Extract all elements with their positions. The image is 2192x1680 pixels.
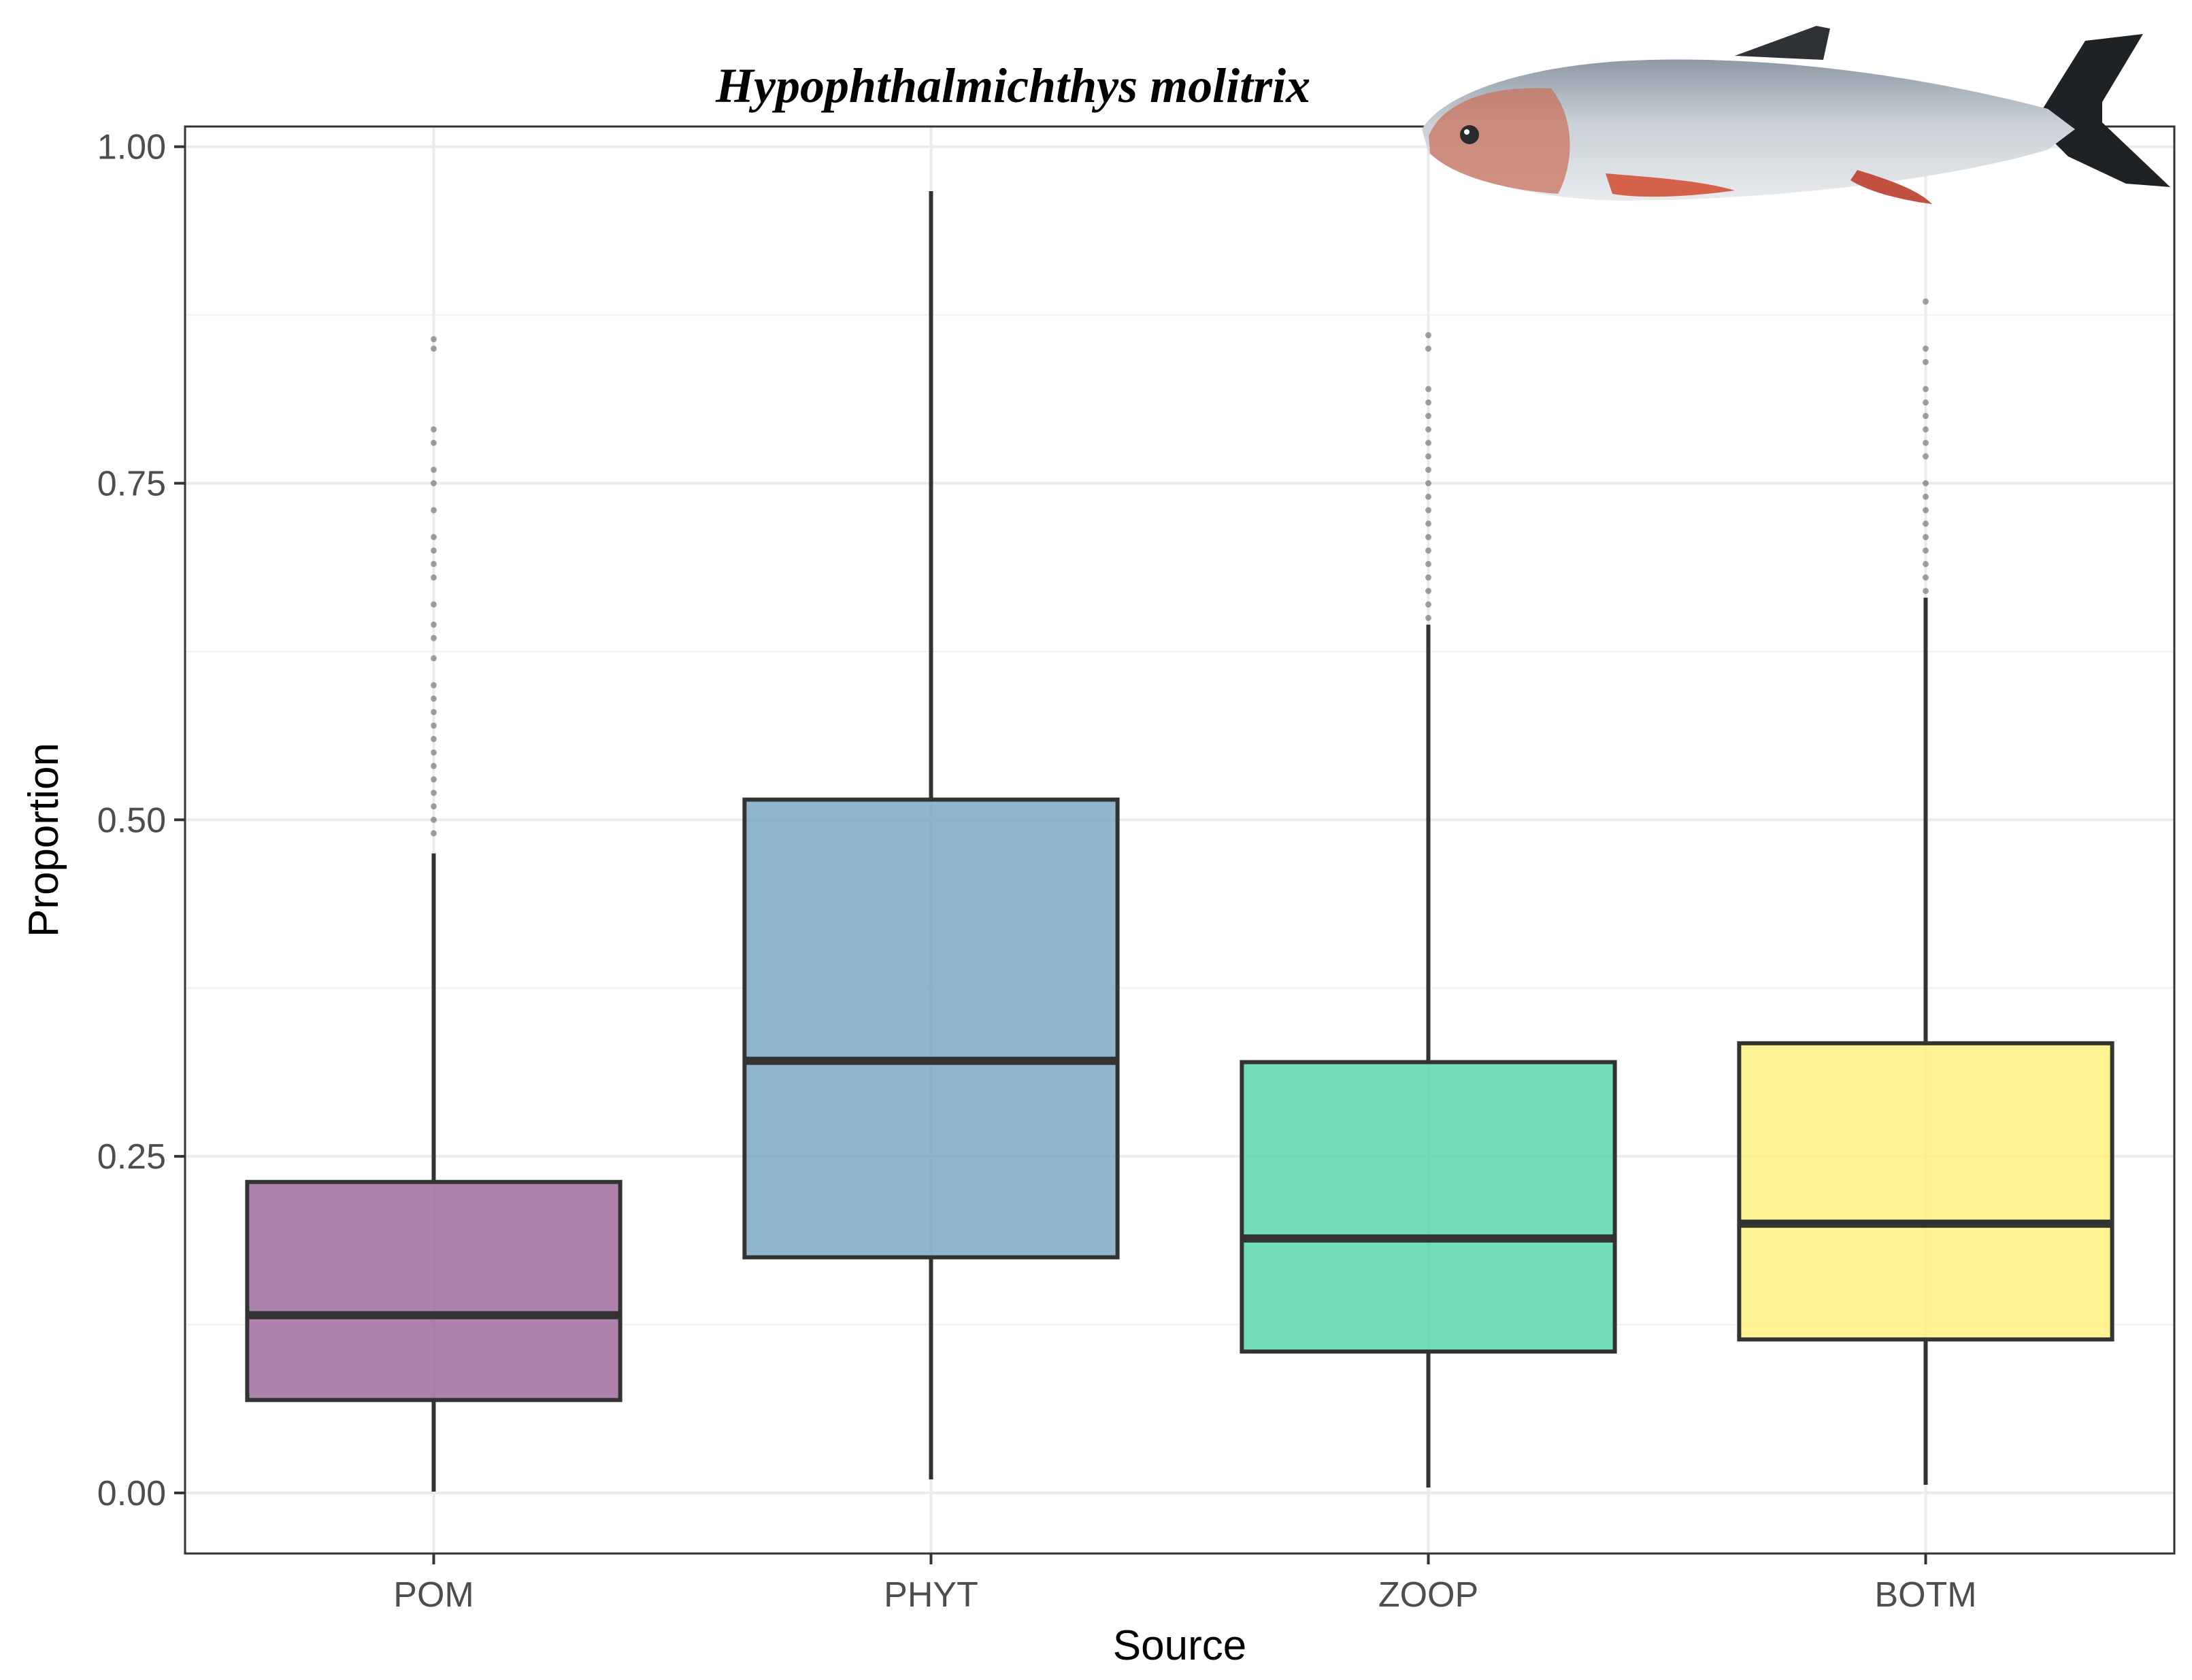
outlier-point	[1425, 386, 1431, 392]
outlier-point	[431, 709, 437, 716]
y-tick-label: 0.00	[97, 1474, 166, 1513]
outlier-point	[431, 426, 437, 433]
outlier-point	[431, 749, 437, 756]
outlier-point	[1923, 346, 1929, 352]
outlier-point	[1425, 547, 1431, 554]
outlier-point	[431, 507, 437, 514]
plot-panel-border	[184, 125, 2176, 1555]
fish-eye	[1460, 125, 1479, 144]
y-axis: 0.00 0.25 0.50 0.75 1.00	[97, 128, 185, 1513]
outlier-point	[1425, 413, 1431, 420]
outlier-point	[1425, 493, 1431, 500]
outlier-point	[431, 736, 437, 743]
y-tick-label: 0.50	[97, 801, 166, 840]
outlier-point	[1923, 480, 1929, 486]
outlier-point	[431, 803, 437, 810]
outlier-point	[1425, 520, 1431, 527]
fish-tail-fin	[2034, 34, 2170, 187]
outlier-point	[1923, 399, 1929, 406]
outlier-point	[1923, 298, 1929, 305]
fish-dorsal-fin	[1735, 26, 1830, 60]
x-tick-label: POM	[393, 1575, 474, 1615]
outlier-point	[1923, 439, 1929, 446]
fish-body	[1422, 59, 2075, 201]
outlier-point	[431, 601, 437, 608]
outlier-point	[431, 467, 437, 473]
outlier-point	[431, 655, 437, 662]
outlier-point	[1425, 560, 1431, 567]
outlier-point	[431, 336, 437, 343]
outlier-point	[431, 439, 437, 446]
outlier-point	[1425, 467, 1431, 473]
box-botm	[1737, 298, 2114, 1485]
outlier-point	[1923, 560, 1929, 567]
iqr-box	[742, 797, 1120, 1260]
x-axis-title: Source	[1113, 1622, 1246, 1669]
outlier-point	[431, 534, 437, 541]
outlier-point	[431, 816, 437, 823]
fish-pelvic-fin	[1850, 170, 1932, 204]
outlier-point	[1425, 614, 1431, 621]
outlier-point	[431, 682, 437, 688]
y-tick-label: 0.75	[97, 465, 166, 504]
outlier-point	[431, 776, 437, 783]
outlier-point	[1923, 358, 1929, 365]
fish-head-blush	[1429, 88, 1570, 194]
outlier-point	[1425, 534, 1431, 541]
outlier-point	[1923, 534, 1929, 541]
outlier-point	[1923, 386, 1929, 392]
outlier-point	[431, 762, 437, 769]
outlier-point	[1425, 601, 1431, 608]
iqr-box	[1240, 1060, 1617, 1354]
outlier-point	[431, 480, 437, 486]
outlier-point	[431, 830, 437, 837]
outlier-point	[431, 621, 437, 628]
outlier-point	[1923, 520, 1929, 527]
outlier-point	[431, 574, 437, 581]
outlier-point	[1923, 547, 1929, 554]
y-axis-title: Proportion	[20, 743, 67, 937]
x-tick-label: BOTM	[1874, 1575, 1976, 1615]
y-tick-label: 1.00	[97, 128, 166, 167]
outlier-point	[431, 790, 437, 796]
outlier-point	[1425, 588, 1431, 594]
silver-carp-fish-image	[1422, 26, 2170, 204]
outlier-point	[1425, 574, 1431, 581]
outlier-point	[431, 547, 437, 554]
outlier-point	[1923, 453, 1929, 460]
outlier-point	[1425, 453, 1431, 460]
outlier-point	[1923, 413, 1929, 420]
outlier-point	[1923, 507, 1929, 514]
outlier-point	[431, 560, 437, 567]
outlier-point	[1425, 480, 1431, 486]
outlier-point	[1923, 588, 1929, 594]
box-pom	[245, 336, 622, 1492]
outlier-point	[1923, 426, 1929, 433]
outlier-point	[431, 695, 437, 702]
iqr-box	[245, 1179, 622, 1402]
outlier-point	[431, 346, 437, 352]
box-phyt	[742, 191, 1120, 1480]
outlier-point	[1425, 346, 1431, 352]
box-zoop	[1240, 332, 1617, 1488]
x-tick-label: PHYT	[884, 1575, 978, 1615]
chart-title: Hypophthalmichthys molitrix	[715, 58, 1310, 113]
box-layer	[245, 191, 2114, 1492]
x-tick-label: ZOOP	[1378, 1575, 1478, 1615]
iqr-box	[1737, 1041, 2114, 1342]
outlier-point	[1923, 493, 1929, 500]
outlier-point	[431, 635, 437, 641]
outlier-point	[431, 722, 437, 729]
fish-pectoral-fin	[1606, 173, 1735, 197]
outlier-point	[1923, 574, 1929, 581]
y-tick-label: 0.25	[97, 1137, 166, 1177]
outlier-point	[1425, 332, 1431, 339]
x-axis: POM PHYT ZOOP BOTM	[393, 1553, 1977, 1615]
outlier-point	[1425, 439, 1431, 446]
outlier-point	[1425, 399, 1431, 406]
outlier-point	[1425, 507, 1431, 514]
outlier-point	[1425, 426, 1431, 433]
